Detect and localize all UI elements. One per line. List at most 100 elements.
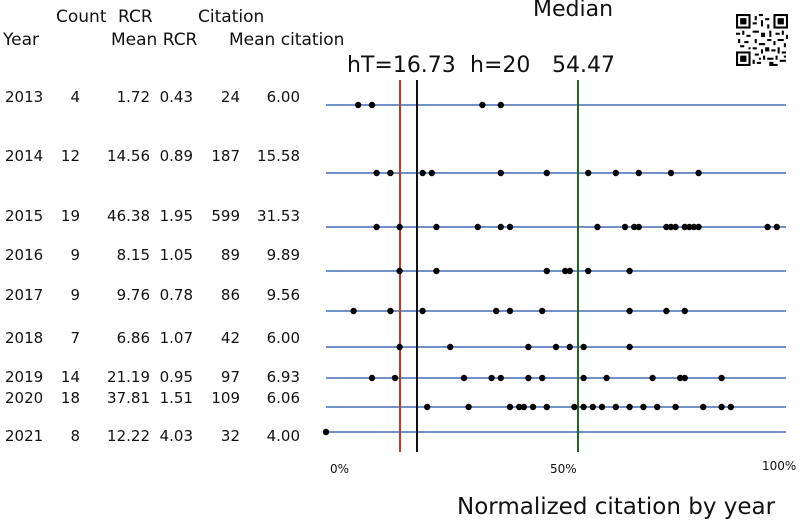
- point-2014-1: [387, 169, 394, 177]
- point-2019-1: [391, 374, 399, 382]
- point-2017-0: [350, 307, 357, 315]
- qr-code-icon: [736, 14, 788, 66]
- chart-title: Median: [533, 0, 614, 22]
- cell-year-2015: 2015: [5, 207, 44, 225]
- point-2014-3: [428, 169, 435, 177]
- point-2015-18: [773, 223, 780, 231]
- point-2017-2: [419, 307, 426, 315]
- cell-mean-rcr-2014: 0.89: [159, 147, 193, 165]
- ref-label-h: h=20: [470, 53, 531, 78]
- point-2014-7: [612, 169, 619, 177]
- cell-rcr-2019: 21.19: [107, 368, 150, 386]
- cell-citation-2019: 97: [220, 368, 240, 386]
- cell-year-2013: 2013: [5, 88, 44, 106]
- point-2016-1: [433, 267, 440, 275]
- point-2018-2: [525, 343, 532, 351]
- point-2019-12: [718, 374, 725, 382]
- cell-citation-2020: 109: [211, 389, 240, 407]
- point-2018-5: [580, 343, 587, 351]
- cell-count-2014: 12: [60, 147, 80, 165]
- cell-rcr-2014: 14.56: [107, 147, 150, 165]
- point-2017-3: [493, 307, 500, 315]
- point-2016-4: [566, 267, 573, 275]
- point-2014-4: [497, 169, 504, 177]
- point-2020-7: [571, 403, 578, 411]
- point-2019-2: [460, 374, 468, 382]
- header-citation: Citation: [198, 7, 265, 27]
- cell-citation-2014: 187: [211, 147, 240, 165]
- cell-mean-citation-2019: 6.93: [266, 368, 300, 386]
- cell-mean-rcr-2015: 1.95: [159, 207, 193, 225]
- point-2014-2: [419, 169, 426, 177]
- point-2015-11: [667, 223, 675, 231]
- point-2020-1: [465, 403, 472, 411]
- point-2019-4: [497, 374, 504, 382]
- cell-mean-citation-2014: 15.58: [257, 147, 300, 165]
- cell-count-2016: 9: [70, 246, 80, 264]
- point-2015-16: [695, 223, 702, 231]
- point-2015-12: [672, 223, 679, 231]
- cell-year-2018: 2018: [5, 329, 44, 347]
- header-rcr: RCR: [118, 7, 153, 27]
- point-2020-12: [626, 403, 633, 411]
- cell-mean-citation-2021: 4.00: [266, 427, 300, 445]
- point-2020-10: [598, 403, 606, 411]
- point-2015-2: [433, 223, 440, 231]
- point-2015-13: [681, 223, 688, 231]
- cell-year-2020: 2020: [5, 389, 44, 407]
- point-2017-6: [626, 307, 633, 315]
- header-mean-citation: Mean citation: [229, 30, 345, 50]
- point-2020-16: [700, 403, 707, 411]
- cell-count-2015: 19: [60, 207, 80, 225]
- point-2020-15: [672, 403, 679, 411]
- point-2019-10: [677, 374, 684, 382]
- point-2018-4: [566, 343, 573, 351]
- point-2015-8: [631, 223, 638, 231]
- cell-rcr-2020: 37.81: [107, 389, 150, 407]
- point-2020-18: [727, 403, 734, 411]
- cell-citation-2021: 32: [220, 427, 240, 445]
- cell-year-2014: 2014: [5, 147, 44, 165]
- point-2020-8: [580, 403, 587, 411]
- ref-label-ht: hT=16.73: [347, 53, 456, 78]
- cell-rcr-2013: 1.72: [116, 88, 150, 106]
- cell-mean-citation-2018: 6.00: [266, 329, 300, 347]
- cell-count-2019: 14: [60, 368, 80, 386]
- cell-mean-citation-2016: 9.89: [266, 246, 300, 264]
- point-2015-6: [594, 223, 601, 231]
- point-2015-15: [690, 223, 698, 231]
- point-2020-9: [589, 403, 596, 411]
- cell-rcr-2018: 6.86: [116, 329, 150, 347]
- point-2015-1: [396, 223, 403, 231]
- point-2014-9: [667, 169, 675, 177]
- point-2013-3: [497, 101, 504, 109]
- point-2015-4: [497, 223, 504, 231]
- point-2013-0: [355, 101, 362, 109]
- point-2015-0: [373, 223, 380, 231]
- cell-mean-rcr-2021: 4.03: [159, 427, 193, 445]
- cell-citation-2016: 89: [220, 246, 240, 264]
- point-2015-17: [764, 223, 771, 231]
- point-2020-13: [640, 403, 647, 411]
- point-2017-5: [539, 307, 546, 315]
- point-2019-5: [525, 374, 532, 382]
- point-2015-5: [506, 223, 514, 231]
- cell-mean-rcr-2018: 1.07: [159, 329, 193, 347]
- point-2019-7: [580, 374, 587, 382]
- point-2016-3: [562, 267, 569, 275]
- point-2019-9: [649, 374, 656, 382]
- point-2014-5: [543, 169, 550, 177]
- cell-citation-2015: 599: [211, 207, 240, 225]
- cell-rcr-2016: 8.15: [116, 246, 150, 264]
- cell-mean-rcr-2016: 1.05: [159, 246, 193, 264]
- point-2015-9: [635, 223, 642, 231]
- point-2018-0: [396, 343, 403, 351]
- cell-year-2019: 2019: [5, 368, 44, 386]
- point-2020-2: [506, 403, 514, 411]
- cell-year-2021: 2021: [5, 427, 44, 445]
- point-2020-5: [529, 403, 537, 411]
- ref-label-median: 54.47: [552, 53, 615, 78]
- point-2020-17: [718, 403, 725, 411]
- cell-mean-citation-2017: 9.56: [266, 286, 300, 304]
